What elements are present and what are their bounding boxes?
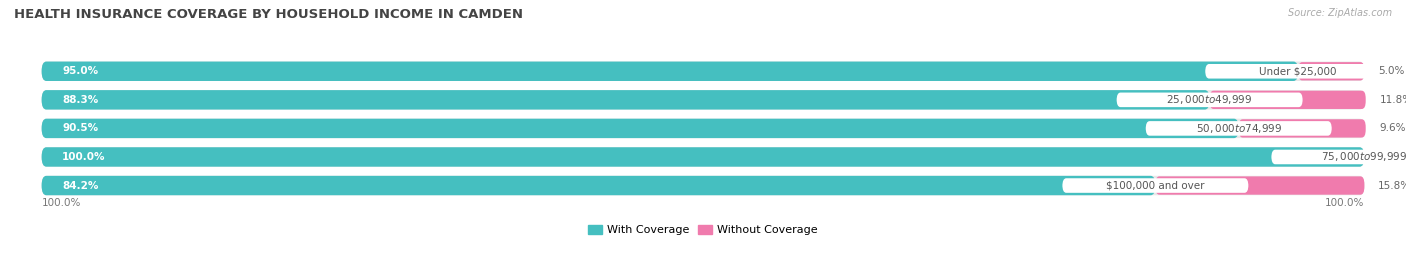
FancyBboxPatch shape — [1063, 178, 1249, 193]
FancyBboxPatch shape — [1116, 93, 1302, 107]
FancyBboxPatch shape — [42, 147, 1364, 167]
FancyBboxPatch shape — [1271, 150, 1406, 164]
FancyBboxPatch shape — [1239, 119, 1365, 137]
FancyBboxPatch shape — [1146, 121, 1331, 136]
Text: Under $25,000: Under $25,000 — [1260, 66, 1337, 76]
FancyBboxPatch shape — [42, 119, 1239, 138]
Text: 95.0%: 95.0% — [62, 66, 98, 76]
Text: 5.0%: 5.0% — [1378, 66, 1405, 76]
Text: 11.8%: 11.8% — [1379, 95, 1406, 105]
FancyBboxPatch shape — [42, 147, 1364, 167]
Text: $75,000 to $99,999: $75,000 to $99,999 — [1322, 150, 1406, 164]
Text: 84.2%: 84.2% — [62, 180, 98, 190]
Legend: With Coverage, Without Coverage: With Coverage, Without Coverage — [583, 220, 823, 240]
Text: $100,000 and over: $100,000 and over — [1107, 180, 1205, 190]
Text: HEALTH INSURANCE COVERAGE BY HOUSEHOLD INCOME IN CAMDEN: HEALTH INSURANCE COVERAGE BY HOUSEHOLD I… — [14, 8, 523, 21]
FancyBboxPatch shape — [42, 62, 1298, 81]
Text: 100.0%: 100.0% — [62, 152, 105, 162]
Text: 100.0%: 100.0% — [1324, 198, 1364, 208]
FancyBboxPatch shape — [42, 176, 1364, 195]
Text: 15.8%: 15.8% — [1378, 180, 1406, 190]
FancyBboxPatch shape — [1156, 176, 1364, 195]
FancyBboxPatch shape — [1209, 91, 1365, 109]
FancyBboxPatch shape — [42, 119, 1364, 138]
Text: $50,000 to $74,999: $50,000 to $74,999 — [1195, 122, 1282, 135]
FancyBboxPatch shape — [1298, 62, 1364, 80]
Text: 90.5%: 90.5% — [62, 123, 98, 133]
FancyBboxPatch shape — [1205, 64, 1392, 79]
Text: 9.6%: 9.6% — [1379, 123, 1406, 133]
Text: $25,000 to $49,999: $25,000 to $49,999 — [1167, 93, 1253, 106]
FancyBboxPatch shape — [42, 90, 1209, 109]
Text: Source: ZipAtlas.com: Source: ZipAtlas.com — [1288, 8, 1392, 18]
FancyBboxPatch shape — [42, 176, 1156, 195]
Text: 88.3%: 88.3% — [62, 95, 98, 105]
FancyBboxPatch shape — [42, 62, 1364, 81]
FancyBboxPatch shape — [42, 90, 1364, 109]
Text: 100.0%: 100.0% — [42, 198, 82, 208]
